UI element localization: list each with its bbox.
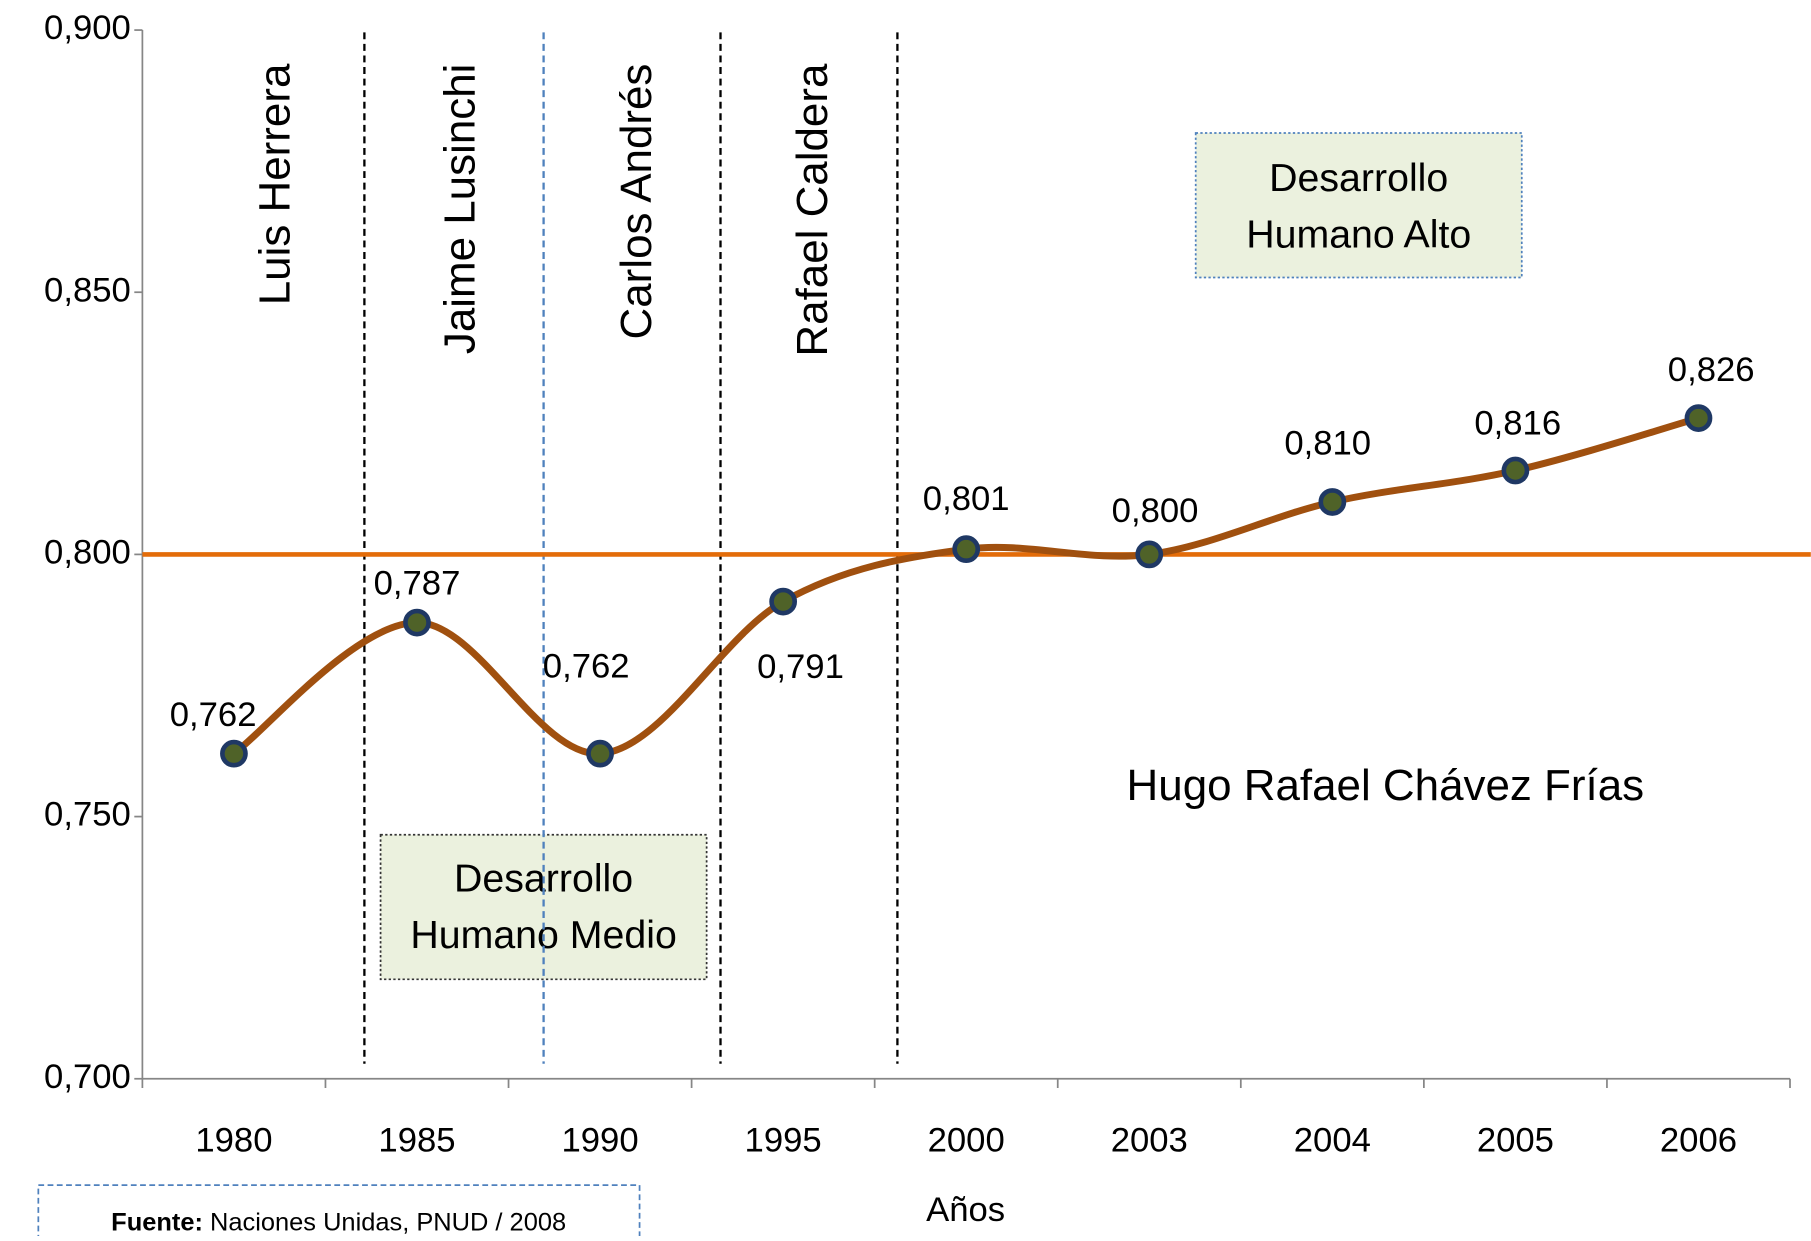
x-tick-label: 1980 (195, 1122, 272, 1160)
source-text: Naciones Unidas, PNUD / 2008 (203, 1208, 566, 1236)
x-tick-label: 1985 (378, 1122, 455, 1160)
data-label: 0,816 (1474, 405, 1561, 443)
x-tick-label: 2006 (1660, 1122, 1737, 1160)
marker (220, 739, 248, 768)
x-axis-label: Años (926, 1191, 1005, 1229)
x-tick-label: 1990 (561, 1122, 638, 1160)
marker (952, 535, 981, 564)
data-label: 0,791 (757, 648, 844, 686)
president-label: Jaime Lusinchi (435, 64, 484, 355)
data-label: 0,801 (923, 480, 1010, 518)
marker (769, 587, 798, 616)
x-tick-label: 1995 (745, 1122, 822, 1160)
marker (403, 608, 431, 637)
marker (1318, 488, 1347, 516)
data-label: 0,800 (1112, 492, 1199, 530)
x-tick-label: 2000 (928, 1122, 1005, 1160)
source-box (37, 1184, 641, 1241)
marker (1684, 404, 1713, 432)
x-tick-label: 2003 (1111, 1122, 1188, 1160)
y-tick-label: 0,700 (44, 1058, 131, 1096)
source: Fuente: Naciones Unidas, PNUD / 2008 (111, 1208, 566, 1236)
line (231, 414, 1700, 758)
data-label: 0,810 (1284, 424, 1371, 462)
y-tick-label: 0,750 (44, 796, 131, 834)
data-label: 0,826 (1668, 351, 1755, 389)
y-tick-label: 0,850 (44, 271, 131, 309)
data-label: 0,787 (374, 565, 461, 603)
president-label: Rafael Caldera (788, 63, 837, 357)
x-tick-label: 2004 (1294, 1122, 1371, 1160)
box-high-line: Desarrollo (1269, 156, 1448, 200)
y-tick-label: 0,800 (44, 534, 131, 572)
y-tick-label: 0,900 (44, 9, 131, 47)
president-label: Hugo Rafael Chávez Frías (1127, 761, 1645, 810)
data-label: 0,762 (543, 647, 630, 685)
marker (1135, 540, 1164, 569)
box-high (1194, 132, 1523, 279)
x-tick-label: 2005 (1477, 1122, 1554, 1160)
data-label: 0,762 (170, 696, 257, 734)
marker (586, 739, 614, 768)
source-label: Fuente: (111, 1208, 203, 1236)
marker (1501, 456, 1530, 485)
president-label: Carlos Andrés (612, 64, 661, 340)
president-label: Luis Herrera (250, 63, 299, 305)
box-high-line: Humano Alto (1246, 212, 1471, 256)
